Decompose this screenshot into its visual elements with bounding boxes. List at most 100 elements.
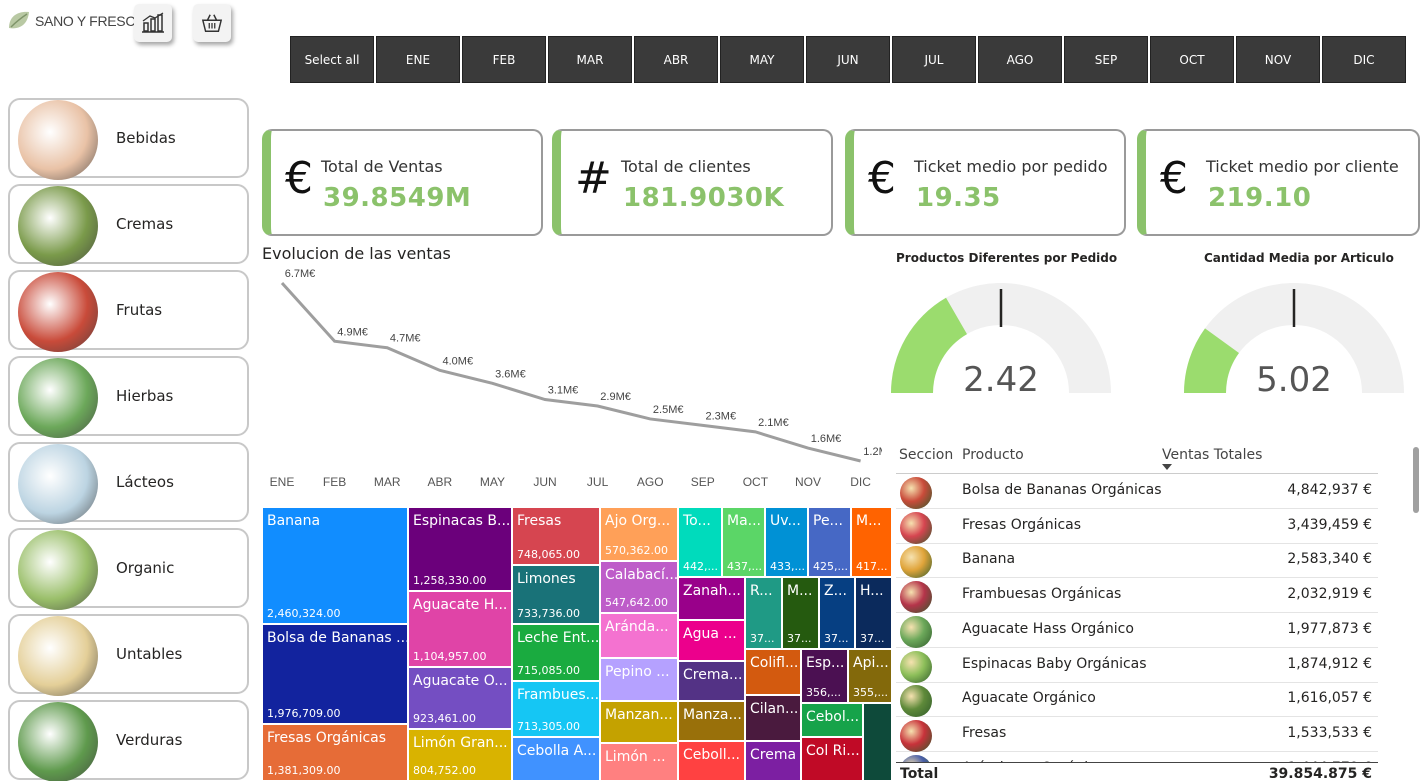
month-may[interactable]: MAY <box>720 36 804 83</box>
category-label: Lácteos <box>116 473 174 491</box>
data-label: 3.6M€ <box>495 368 526 380</box>
x-tick-label: DIC <box>850 475 871 489</box>
treemap-tile[interactable]: Frambues... 713,305.00 <box>512 681 600 737</box>
treemap-tile[interactable]: M... 37... <box>782 577 819 649</box>
table-row[interactable]: Bolsa de Bananas Orgánicas 4,842,937 € <box>896 474 1378 509</box>
month-abr[interactable]: ABR <box>634 36 718 83</box>
treemap-tile[interactable]: Bolsa de Bananas ... 1,976,709.00 <box>262 624 408 724</box>
table-row[interactable]: Fresas 1,533,533 € <box>896 717 1378 752</box>
category-frutas[interactable]: Frutas <box>8 270 249 352</box>
treemap-tile[interactable]: Aránda... <box>600 613 678 658</box>
treemap-tile[interactable]: Ajo Org... 570,362.00 <box>600 507 678 561</box>
product-name: Bolsa de Bananas Orgánicas <box>962 482 1162 498</box>
treemap-tile[interactable]: Fresas 748,065.00 <box>512 507 600 565</box>
category-hierbas[interactable]: Hierbas <box>8 356 249 438</box>
treemap-tile[interactable]: To... 442,... <box>678 507 722 577</box>
sales-value: 2,032,919 € <box>1287 586 1372 603</box>
month-ene[interactable]: ENE <box>376 36 460 83</box>
treemap-tile[interactable]: Cilan... <box>745 695 801 741</box>
month-jun[interactable]: JUN <box>806 36 890 83</box>
treemap-tile[interactable]: Aguacate H... 1,104,957.00 <box>408 591 512 667</box>
treemap-tile[interactable]: Col Ri... <box>801 737 863 781</box>
treemap-tile[interactable]: Leche Ent... 715,085.00 <box>512 624 600 681</box>
treemap-tile[interactable]: Crema... <box>678 661 745 701</box>
section-thumbnail <box>900 685 932 718</box>
month-oct[interactable]: OCT <box>1150 36 1234 83</box>
treemap-tile[interactable]: Agua ... <box>678 620 745 661</box>
treemap-tile[interactable]: Colifl... <box>745 649 801 695</box>
category-bebidas[interactable]: Bebidas <box>8 98 249 180</box>
category-cremas[interactable]: Cremas <box>8 184 249 266</box>
column-header-producto[interactable]: Producto <box>962 447 1024 463</box>
treemap-tile[interactable]: Aguacate O... 923,461.00 <box>408 667 512 729</box>
treemap-label: Api... <box>853 655 889 671</box>
treemap-tile[interactable]: Api... 355,... <box>848 649 892 703</box>
treemap-tile[interactable]: Limón Gran... 804,752.00 <box>408 729 512 781</box>
treemap-label: Aránda... <box>605 619 669 635</box>
treemap-value: 425,... <box>813 560 848 573</box>
month-select-all[interactable]: Select all <box>290 36 374 83</box>
treemap-tile[interactable] <box>863 703 892 781</box>
table-row[interactable]: Frambuesas Orgánicas 2,032,919 € <box>896 578 1378 614</box>
sales-value: 1,874,912 € <box>1287 655 1372 672</box>
treemap-tile[interactable]: Cebol... <box>801 703 863 737</box>
treemap-tile[interactable]: Limones 733,736.00 <box>512 565 600 624</box>
section-thumbnail <box>900 477 932 509</box>
table-row[interactable]: Espinacas Baby Orgánicas 1,874,912 € <box>896 648 1378 683</box>
column-header-ventas[interactable]: Ventas Totales <box>1162 447 1263 463</box>
category-image <box>18 444 98 524</box>
chart-report-button[interactable] <box>134 4 172 42</box>
table-row[interactable]: Banana 2,583,340 € <box>896 543 1378 579</box>
treemap-label: Limón ... <box>605 749 666 765</box>
treemap-label: M... <box>787 583 813 599</box>
treemap-tile[interactable]: Calabací... 547,642.00 <box>600 561 678 613</box>
section-thumbnail <box>900 615 932 648</box>
treemap-value: 37... <box>787 632 812 645</box>
product-name: Banana <box>962 551 1016 568</box>
treemap-tile[interactable]: Banana 2,460,324.00 <box>262 507 408 624</box>
category-verduras[interactable]: Verduras <box>8 700 249 781</box>
category-organic[interactable]: Organic <box>8 528 249 610</box>
treemap-tile[interactable]: Cebolla A... <box>512 737 600 781</box>
treemap-value: 2,460,324.00 <box>267 607 341 620</box>
month-feb[interactable]: FEB <box>462 36 546 83</box>
treemap-tile[interactable]: Pepino ... <box>600 658 678 701</box>
treemap-tile[interactable]: Manzan... <box>600 701 678 743</box>
treemap-tile[interactable]: R... 37... <box>745 577 782 649</box>
product-name: Aguacate Hass Orgánico <box>962 620 1134 637</box>
month-mar[interactable]: MAR <box>548 36 632 83</box>
treemap-tile[interactable]: H... 37... <box>855 577 892 649</box>
shopping-basket-button[interactable] <box>193 4 231 42</box>
gauge-fill <box>1184 328 1239 393</box>
month-jul[interactable]: JUL <box>892 36 976 83</box>
category-lácteos[interactable]: Lácteos <box>8 442 249 524</box>
treemap-tile[interactable]: Z... 37... <box>819 577 855 649</box>
section-thumbnail <box>900 650 932 683</box>
treemap-tile[interactable]: Limón ... <box>600 743 678 781</box>
treemap-tile[interactable]: Crema <box>745 741 801 781</box>
month-sep[interactable]: SEP <box>1064 36 1148 83</box>
table-row[interactable]: Aguacate Orgánico 1,616,057 € <box>896 682 1378 718</box>
section-thumbnail <box>900 719 932 752</box>
table-row[interactable]: Fresas Orgánicas 3,439,459 € <box>896 509 1378 544</box>
month-ago[interactable]: AGO <box>978 36 1062 83</box>
treemap-tile[interactable]: Manza... <box>678 701 745 741</box>
treemap-tile[interactable]: Fresas Orgánicas 1,381,309.00 <box>262 724 408 781</box>
kpi-title: Total de clientes <box>621 157 751 176</box>
column-header-seccion[interactable]: Seccion <box>899 447 954 463</box>
month-nov[interactable]: NOV <box>1236 36 1320 83</box>
month-dic[interactable]: DIC <box>1322 36 1406 83</box>
category-untables[interactable]: Untables <box>8 614 249 696</box>
treemap-tile[interactable]: Espinacas B... 1,258,330.00 <box>408 507 512 591</box>
header-divider <box>896 473 1378 474</box>
treemap-tile[interactable]: Pe... 425,... <box>808 507 851 577</box>
table-scrollbar[interactable] <box>1413 447 1419 513</box>
treemap-tile[interactable]: Zanah... <box>678 577 745 620</box>
treemap-tile[interactable]: M... 417... <box>851 507 892 577</box>
treemap-tile[interactable]: Ma... 437,... <box>722 507 765 577</box>
treemap-tile[interactable]: Esp... 356,... <box>801 649 848 703</box>
treemap-tile[interactable]: Uv... 433,... <box>765 507 808 577</box>
treemap-tile[interactable]: Ceboll... <box>678 741 745 781</box>
table-row[interactable]: Aguacate Hass Orgánico 1,977,873 € <box>896 613 1378 648</box>
